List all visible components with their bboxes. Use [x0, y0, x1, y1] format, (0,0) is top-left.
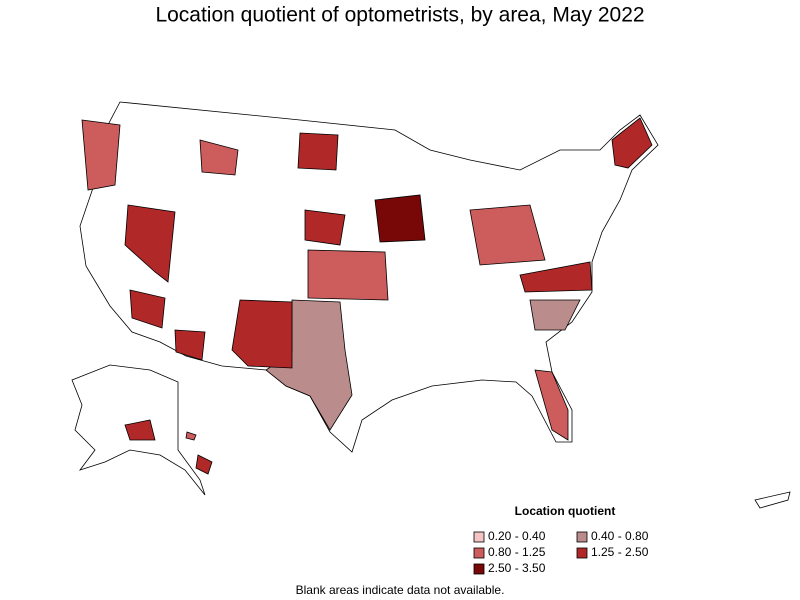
legend-label: 0.80 - 1.25: [488, 545, 546, 559]
map: [71, 101, 791, 509]
region: [469, 204, 546, 266]
hawaii: [195, 454, 213, 475]
legend-label: 2.50 - 3.50: [488, 561, 546, 575]
region: [199, 139, 239, 176]
region: [174, 329, 206, 361]
region: [611, 117, 653, 169]
region: [304, 209, 346, 246]
legend-title: Location quotient: [515, 504, 616, 518]
note: Blank areas indicate data not available.: [296, 583, 505, 597]
legend-swatch: [576, 531, 588, 543]
legend-label: 0.20 - 0.40: [488, 529, 546, 543]
region: [124, 204, 176, 283]
region: [81, 119, 121, 191]
legend-swatch: [473, 563, 485, 575]
region: [529, 299, 581, 331]
region: [307, 249, 389, 301]
region: [297, 132, 339, 171]
region: [534, 369, 569, 441]
legend: 0.20 - 0.40 0.40 - 0.80 0.80 - 1.25 1.25 - …: [473, 529, 649, 575]
region: [231, 299, 293, 369]
legend-swatch: [576, 547, 588, 559]
islands: [754, 491, 791, 509]
legend-swatch: [473, 531, 485, 543]
hawaii: [185, 431, 197, 441]
legend-label: 0.40 - 0.80: [591, 529, 649, 543]
region: [519, 261, 593, 293]
legend-label: 1.25 - 2.50: [591, 545, 649, 559]
map-title: Location quotient of optometrists, by ar…: [155, 4, 644, 27]
region: [129, 289, 166, 329]
legend-swatch: [473, 547, 485, 559]
region: [124, 419, 156, 441]
region: [374, 194, 426, 243]
